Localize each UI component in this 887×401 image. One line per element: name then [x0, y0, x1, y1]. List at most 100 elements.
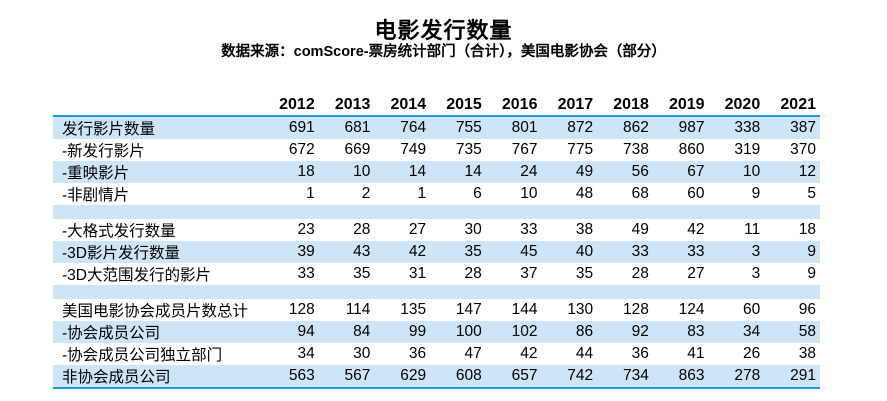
value-cell-2019: 60	[687, 185, 705, 202]
table-row: -非剧情片 1 2 1 6 10 48 68 60 9 5	[53, 183, 820, 205]
value-cell-2021: 291	[764, 365, 820, 389]
value-cell-2020: 10	[742, 163, 761, 180]
value-cell-2014: 14	[408, 163, 427, 180]
value-cell-2013: 84	[353, 323, 371, 340]
year-header-2016: 2016	[485, 96, 542, 117]
row-label: 发行影片数量	[62, 121, 156, 138]
value-cell-2018: 862	[622, 119, 649, 136]
table-row: -3D大范围发行的影片 33 35 31 28 37 35 28 27 3 9	[53, 263, 820, 285]
table-row: -大格式发行数量 23 28 27 30 33 38 49 42 11 18	[53, 219, 820, 241]
value-cell-2021: 38	[798, 345, 816, 362]
row-label: -协会成员公司独立部门	[62, 347, 223, 364]
value-cell-2012: 23	[297, 221, 315, 238]
value-cell-2014: 1	[417, 185, 427, 202]
spacer-row	[53, 285, 820, 299]
value-cell-2012: 691	[288, 119, 315, 136]
value-cell-2016: 102	[511, 323, 538, 340]
table-row: 非协会成员公司 563 567 629 608 657 742 734 863 278 291	[53, 365, 820, 389]
value-cell-2021: 370	[790, 141, 816, 158]
value-cell-2014: 42	[408, 243, 427, 260]
value-cell-2013: 30	[353, 345, 371, 362]
value-cell-2013: 43	[353, 243, 371, 260]
year-header-2019: 2019	[652, 96, 709, 117]
value-cell-2018: 56	[631, 163, 649, 180]
row-label: -非剧情片	[62, 187, 130, 204]
value-cell-2020: 3	[751, 243, 761, 260]
row-label: -3D影片发行数量	[62, 245, 180, 262]
value-cell-2021: 58	[798, 323, 816, 340]
row-label: -大格式发行数量	[62, 223, 176, 240]
spacer-cell	[53, 285, 820, 299]
table-header: 2012 2013 2014 2015 2016 2017 2018 2019 2020 2021	[53, 96, 820, 117]
value-cell-2013: 35	[353, 265, 371, 282]
value-cell-2012: 39	[297, 243, 315, 260]
year-header-2020: 2020	[708, 96, 765, 117]
value-cell-2014: 749	[400, 141, 427, 158]
value-cell-2021: 9	[807, 243, 816, 260]
value-cell-2021: 387	[790, 119, 816, 136]
table-body: 发行影片数量 691 681 764 755 801 872 862 987 338 387 -新发行…	[53, 116, 820, 389]
value-cell-2015: 608	[430, 365, 486, 389]
page-title: 电影发行数量	[374, 18, 513, 43]
value-cell-2020: 26	[742, 345, 761, 362]
value-cell-2019: 860	[678, 141, 705, 158]
value-cell-2017: 775	[567, 141, 594, 158]
value-cell-2018: 92	[631, 323, 649, 340]
row-label: -协会成员公司	[62, 325, 161, 342]
value-cell-2020: 34	[742, 323, 761, 340]
value-cell-2015: 35	[464, 243, 482, 260]
value-cell-2012: 128	[288, 301, 315, 318]
value-cell-2013: 681	[344, 119, 371, 136]
value-cell-2018: 36	[631, 345, 649, 362]
table-row: -新发行影片 672 669 749 735 767 775 738 860 319 370	[53, 139, 820, 161]
row-label: 美国电影协会成员片数总计	[62, 303, 249, 320]
value-cell-2014: 31	[408, 265, 427, 282]
value-cell-2013: 669	[344, 141, 371, 158]
value-cell-2014: 99	[408, 323, 427, 340]
year-header-row: 2012 2013 2014 2015 2016 2017 2018 2019 2020 2021	[53, 96, 820, 117]
value-cell-2018: 33	[631, 243, 649, 260]
table-row: 美国电影协会成员片数总计 128 114 135 147 144 130 128 124 60 96	[53, 299, 820, 321]
value-cell-2015: 147	[455, 301, 482, 318]
value-cell-2016: 657	[485, 365, 542, 389]
value-cell-2019: 41	[687, 345, 705, 362]
value-cell-2012: 94	[297, 323, 315, 340]
value-cell-2018: 128	[622, 301, 649, 318]
corner-header-cell	[53, 96, 264, 117]
value-cell-2017: 38	[575, 221, 594, 238]
value-cell-2016: 801	[511, 119, 538, 136]
value-cell-2019: 33	[687, 243, 705, 260]
value-cell-2017: 48	[575, 185, 594, 202]
value-cell-2019: 863	[652, 365, 709, 389]
value-cell-2018: 49	[631, 221, 649, 238]
year-header-2018: 2018	[597, 96, 653, 117]
value-cell-2012: 1	[306, 185, 315, 202]
table-row: -协会成员公司 94 84 99 100 102 86 92 83 34 58	[53, 321, 820, 343]
value-cell-2016: 45	[520, 243, 538, 260]
value-cell-2019: 27	[687, 265, 705, 282]
value-cell-2015: 28	[464, 265, 482, 282]
value-cell-2012: 33	[297, 265, 315, 282]
value-cell-2013: 114	[345, 301, 371, 318]
value-cell-2020: 9	[751, 185, 761, 202]
year-header-2013: 2013	[318, 96, 375, 117]
value-cell-2017: 742	[541, 365, 598, 389]
value-cell-2015: 735	[455, 141, 482, 158]
table-row: -协会成员公司独立部门 34 30 36 47 42 44 36 41 26 38	[53, 343, 820, 365]
value-cell-2019: 987	[678, 119, 705, 136]
data-source-subtitle: 数据来源：comScore-票房统计部门（合计），美国电影协会（部分）	[221, 44, 666, 60]
value-cell-2015: 47	[464, 345, 482, 362]
value-cell-2017: 872	[567, 119, 594, 136]
value-cell-2019: 67	[687, 163, 705, 180]
film-release-table: 2012 2013 2014 2015 2016 2017 2018 2019 2020 2021…	[53, 96, 820, 389]
value-cell-2016: 37	[520, 265, 538, 282]
table-row: 发行影片数量 691 681 764 755 801 872 862 987 338 387	[53, 116, 820, 139]
value-cell-2015: 100	[455, 323, 482, 340]
value-cell-2014: 135	[400, 301, 427, 318]
row-label: -3D大范围发行的影片	[62, 267, 211, 284]
value-cell-2016: 144	[511, 301, 538, 318]
value-cell-2015: 6	[473, 185, 482, 202]
year-header-2014: 2014	[374, 96, 431, 117]
value-cell-2012: 34	[297, 345, 315, 362]
value-cell-2013: 2	[361, 185, 371, 202]
